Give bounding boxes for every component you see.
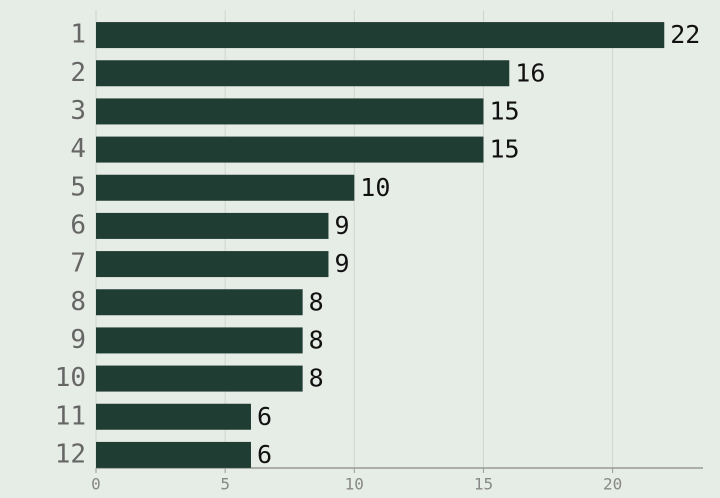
bar: [96, 289, 303, 316]
y-tick-label: 10: [55, 363, 86, 393]
x-tick-label: 20: [603, 475, 622, 494]
x-tick-label: 15: [474, 475, 493, 494]
bar: [96, 403, 251, 430]
bar: [96, 365, 303, 392]
y-tick-label: 9: [70, 325, 86, 355]
y-tick-label: 1: [70, 20, 86, 50]
bar: [96, 136, 484, 163]
data-label: 15: [489, 96, 519, 125]
data-label: 22: [670, 20, 700, 49]
data-label: 9: [334, 249, 349, 278]
y-tick-label: 6: [70, 210, 86, 240]
x-tick-label: 10: [345, 475, 364, 494]
data-label: 8: [309, 364, 324, 393]
bar: [96, 174, 355, 201]
data-label: 9: [334, 211, 349, 240]
bar: [96, 212, 329, 239]
data-label: 16: [515, 58, 545, 87]
data-label: 8: [309, 325, 324, 354]
data-label: 6: [257, 402, 272, 431]
y-tick-label: 3: [70, 96, 86, 126]
bar: [96, 441, 251, 468]
data-label: 15: [489, 135, 519, 164]
bar: [96, 22, 665, 49]
bar: [96, 251, 329, 278]
y-tick-label: 2: [70, 58, 86, 88]
data-label: 8: [309, 287, 324, 316]
data-label: 10: [360, 173, 390, 202]
y-tick-label: 7: [70, 249, 86, 279]
y-tick-label: 5: [70, 172, 86, 202]
data-label: 6: [257, 440, 272, 469]
y-tick-label: 8: [70, 287, 86, 317]
bar: [96, 98, 484, 125]
y-tick-label: 12: [55, 439, 86, 469]
y-tick-label: 11: [55, 401, 86, 431]
bar: [96, 60, 510, 87]
bar: [96, 327, 303, 354]
x-tick-label: 0: [91, 475, 101, 494]
x-tick-label: 5: [220, 475, 230, 494]
y-tick-label: 4: [70, 134, 86, 164]
